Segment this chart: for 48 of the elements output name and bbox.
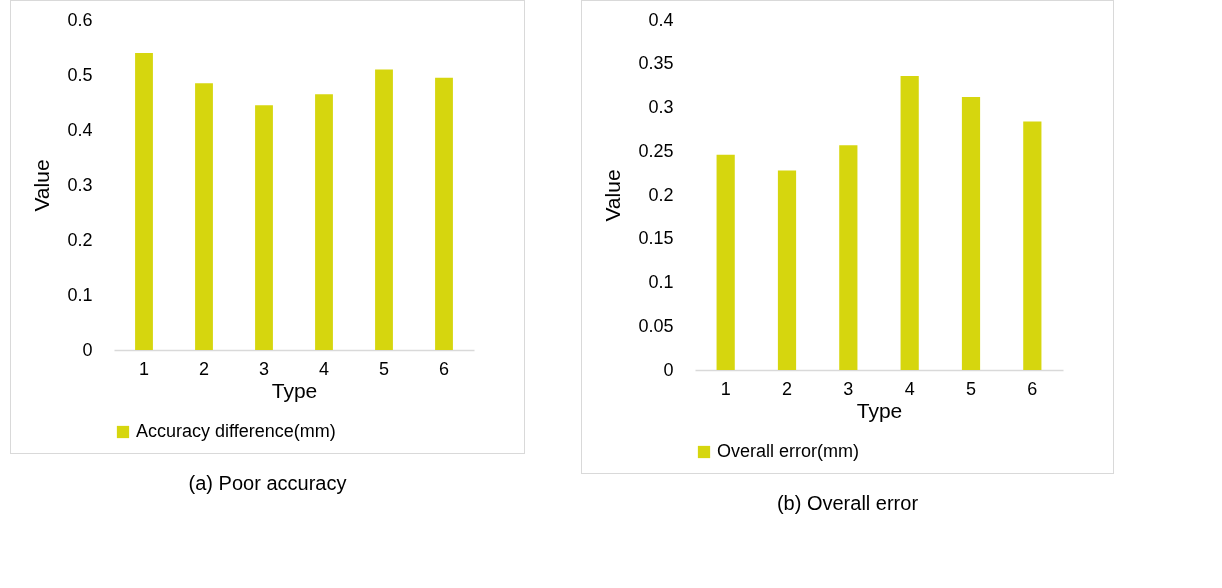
bar xyxy=(839,145,858,370)
x-tick-label: 1 xyxy=(720,378,731,399)
bar xyxy=(255,105,273,350)
y-tick-label: 0 xyxy=(663,359,674,380)
x-tick-label: 3 xyxy=(258,358,270,379)
bar xyxy=(195,83,213,350)
text: (a) Poor accuracy xyxy=(188,472,347,495)
y-tick-label: 0.35 xyxy=(638,53,674,74)
bar xyxy=(315,94,333,350)
y-tick-label: 0.15 xyxy=(638,228,674,249)
x-tick-label: 4 xyxy=(318,358,330,379)
y-tick-label: 0.25 xyxy=(638,140,674,161)
y-tick-label: 0 xyxy=(82,339,93,360)
y-tick-label: 0.4 xyxy=(648,9,674,30)
x-tick-label: 2 xyxy=(198,358,210,379)
legend-label: Overall error(mm) xyxy=(717,441,859,461)
bar xyxy=(900,76,919,370)
bar xyxy=(435,77,453,350)
y-tick-label: 0.5 xyxy=(67,64,93,85)
x-axis-title: Type xyxy=(271,378,318,402)
x-tick-label: 2 xyxy=(781,378,793,399)
y-tick-label: 0.3 xyxy=(67,174,93,195)
y-tick-label: 0.1 xyxy=(67,284,93,305)
x-tick-label: 1 xyxy=(138,358,150,379)
legend-label: Accuracy difference(mm) xyxy=(136,421,336,441)
y-tick-label: 0.2 xyxy=(648,184,674,205)
bar xyxy=(1023,121,1042,370)
x-tick-label: 6 xyxy=(438,358,450,379)
y-tick-label: 0.2 xyxy=(67,229,93,250)
x-tick-label: 3 xyxy=(843,378,854,399)
x-tick-label: 6 xyxy=(1027,378,1038,399)
bar xyxy=(777,170,797,370)
y-axis-title: Value xyxy=(601,169,625,222)
y-axis-title: Value xyxy=(30,159,54,212)
y-tick-label: 0.3 xyxy=(648,97,674,117)
x-tick-label: 5 xyxy=(965,378,977,399)
x-tick-label: 4 xyxy=(904,378,915,399)
y-tick-label: 0.6 xyxy=(67,9,93,30)
x-tick-label: 5 xyxy=(378,358,390,379)
x-axis-title: Type xyxy=(856,398,903,422)
bar xyxy=(135,53,153,350)
bar xyxy=(961,97,981,370)
y-tick-label: 0.1 xyxy=(648,272,674,292)
bar xyxy=(716,154,735,370)
y-tick-label: 0.4 xyxy=(67,119,93,140)
y-tick-label: 0.05 xyxy=(638,315,674,336)
text: (b) Overall error xyxy=(776,492,919,515)
bar xyxy=(375,69,393,350)
